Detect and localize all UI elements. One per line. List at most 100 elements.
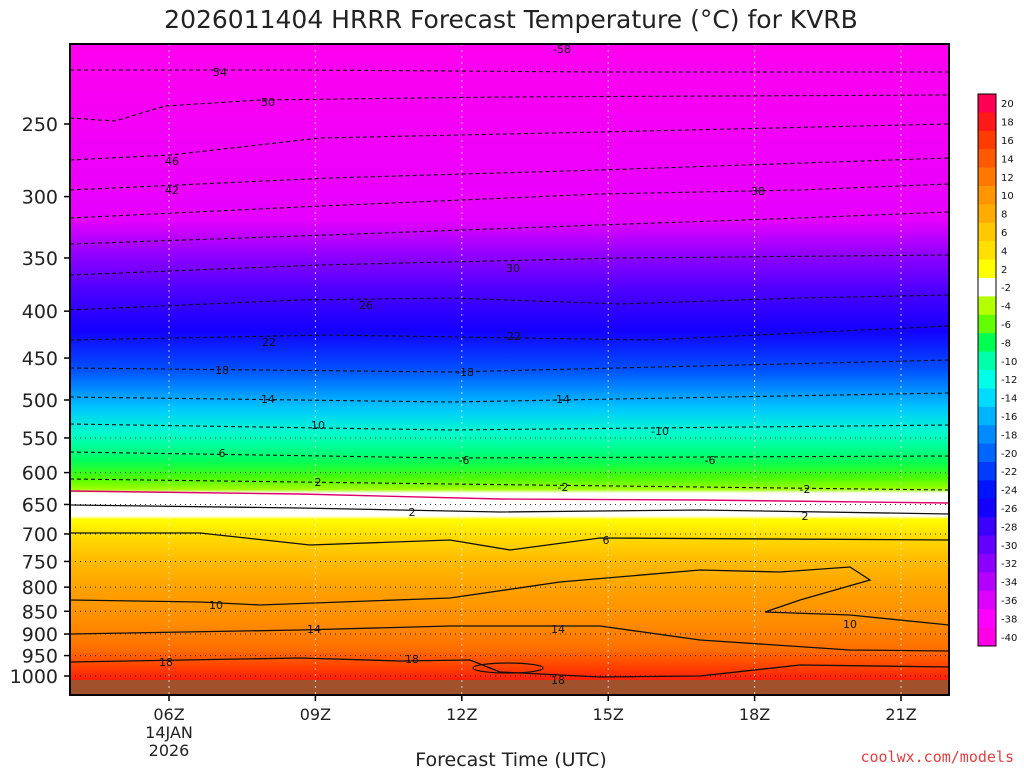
- isotherm-line-negative: [70, 325, 949, 341]
- y-tick-label: 300: [22, 187, 58, 209]
- colorbar-label: 4: [1001, 246, 1007, 257]
- colorbar-swatch: [978, 406, 996, 426]
- watermark-text: coolwx.com/models: [860, 748, 1014, 766]
- x-tick-label: 09Z: [300, 705, 331, 724]
- isotherm-label: 42: [165, 184, 179, 197]
- colorbar-label: 2: [1001, 265, 1007, 276]
- isotherm-label: 46: [165, 155, 179, 168]
- colorbar-swatch: [978, 627, 996, 647]
- colorbar-swatch: [978, 609, 996, 629]
- colorbar-swatch: [978, 370, 996, 389]
- colorbar-label: -10: [1001, 357, 1017, 368]
- colorbar-label: -20: [1001, 449, 1017, 460]
- y-tick-label: 650: [22, 494, 58, 516]
- isotherm-label: -22: [503, 330, 521, 343]
- colorbar-label: 12: [1001, 173, 1014, 184]
- y-tick-label: 500: [22, 390, 58, 412]
- colorbar-swatch: [978, 259, 996, 279]
- colorbar-label: -40: [1001, 633, 1017, 644]
- colorbar-swatch: [978, 94, 996, 113]
- isotherm-label: 10: [311, 419, 325, 432]
- isotherm-line-positive: [70, 532, 949, 551]
- colorbar-label: -2: [1001, 283, 1011, 294]
- colorbar-label: -26: [1001, 504, 1017, 515]
- colorbar-label: 20: [1001, 99, 1014, 110]
- x-tick-label: 18Z: [739, 705, 770, 724]
- colorbar-label: -32: [1001, 559, 1017, 570]
- colorbar-swatch: [978, 186, 996, 205]
- y-tick-label: 800: [22, 577, 58, 599]
- colorbar-label: 6: [1001, 228, 1007, 239]
- isotherm-label: 10: [843, 618, 857, 631]
- isotherm-line-negative: [70, 123, 949, 161]
- isotherm-line-positive: [70, 504, 949, 515]
- colorbar-label: -28: [1001, 522, 1017, 533]
- colorbar-swatch: [978, 388, 996, 408]
- colorbar-swatch: [978, 296, 996, 316]
- x-tick-date-label: 2026: [149, 741, 190, 760]
- colorbar-swatch: [978, 278, 996, 297]
- colorbar-swatch: [978, 590, 996, 610]
- y-tick-label: 700: [22, 524, 58, 546]
- isotherm-label: -18: [456, 366, 474, 379]
- isotherm-line-negative: [70, 254, 949, 276]
- colorbar-swatch: [978, 443, 996, 463]
- isotherm-line-negative: [70, 392, 949, 403]
- isotherm-contours: [70, 44, 949, 678]
- colorbar-frame: [977, 93, 997, 647]
- colorbar-label: -16: [1001, 412, 1017, 423]
- colorbar-swatch: [978, 112, 996, 132]
- isotherm-label: 18: [159, 656, 173, 669]
- isotherm-line-negative: [70, 359, 949, 373]
- colorbar-label: -12: [1001, 375, 1017, 386]
- isotherm-line-negative: [70, 294, 949, 311]
- colorbar-legend: 20 18 16 14 12 10 8 6 4 2 -2 -4 -6 -8 -10 -12 -14 -16 -18 -…: [977, 93, 1017, 647]
- colorbar-label: -8: [1001, 338, 1011, 349]
- x-tick-label: 15Z: [593, 705, 624, 724]
- isotherm-label: 26: [359, 299, 373, 312]
- isotherm-line-negative: [70, 423, 949, 431]
- isotherm-pocket: [472, 662, 544, 674]
- isotherm-label: 2: [802, 510, 809, 523]
- isotherm-line-positive: [70, 625, 949, 652]
- isotherm-label: -6: [705, 454, 716, 467]
- colorbar-label: -18: [1001, 430, 1017, 441]
- colorbar-label: -14: [1001, 394, 1017, 405]
- freezing-level-line: [70, 490, 949, 504]
- isotherm-label: 2: [315, 476, 322, 489]
- isotherm-label: 14: [261, 393, 275, 406]
- isotherm-label: 6: [603, 534, 610, 547]
- colorbar-swatch: [978, 425, 996, 445]
- colorbar-swatch: [978, 222, 996, 242]
- isotherm-label: 10: [209, 599, 223, 612]
- colorbar-swatch: [978, 149, 996, 169]
- colorbar-swatch: [978, 204, 996, 224]
- colorbar-swatch: [978, 462, 996, 481]
- colorbar-label: -38: [1001, 614, 1017, 625]
- x-tick-label: 12Z: [446, 705, 477, 724]
- colorbar-label: -4: [1001, 302, 1011, 313]
- isotherm-label: -58: [553, 43, 571, 56]
- isotherm-label: -2: [800, 483, 811, 496]
- isotherm-label: -14: [552, 393, 570, 406]
- isotherm-label: 22: [262, 336, 276, 349]
- y-tick-label: 450: [22, 348, 58, 370]
- isotherm-line-negative: [70, 211, 949, 245]
- y-tick-label: 1000: [10, 666, 58, 688]
- chart-title: 2026011404 HRRR Forecast Temperature (°C…: [164, 5, 858, 34]
- y-tick-label: 950: [22, 646, 58, 668]
- isotherm-line-negative: [70, 451, 949, 459]
- isotherm-label: 6: [219, 447, 226, 460]
- y-tick-label: 400: [22, 301, 58, 323]
- colorbar-swatch: [978, 351, 996, 371]
- isotherm-label: -2: [558, 481, 569, 494]
- y-axis: 2503003504004505005506006507007508008509…: [10, 114, 70, 688]
- y-tick-label: 250: [22, 114, 58, 136]
- isotherm-label: -6: [459, 454, 470, 467]
- isotherm-line-negative: [70, 69, 949, 73]
- colorbar-label: -34: [1001, 578, 1017, 589]
- isotherm-label: -10: [651, 425, 669, 438]
